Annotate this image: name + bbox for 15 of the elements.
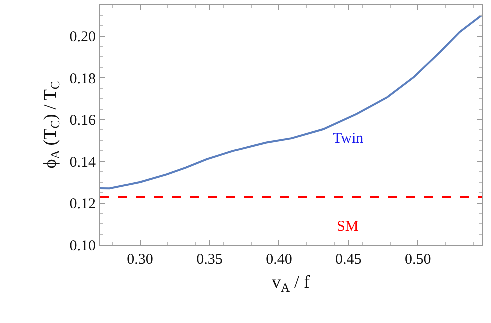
y-tick-label: 0.20 xyxy=(70,30,96,46)
ref-line-label: SM xyxy=(337,219,359,235)
y-tick-label: 0.16 xyxy=(70,113,96,130)
y-tick-label: 0.12 xyxy=(70,196,96,213)
x-tick-label: 0.30 xyxy=(127,252,154,268)
y-tick-label: 0.18 xyxy=(70,71,96,88)
series-label: Twin xyxy=(333,131,364,147)
line-series xyxy=(100,14,482,190)
y-tick-label: 0.14 xyxy=(70,154,96,171)
x-tick-label: 0.45 xyxy=(336,252,362,268)
x-axis-title: v$_{A}$ / f xyxy=(272,272,310,295)
x-tick-label: 0.50 xyxy=(404,252,432,268)
x-tick-label: 0.40 xyxy=(266,252,292,268)
x-tick-label: 0.35 xyxy=(196,252,223,268)
y-tick-label: 0.10 xyxy=(70,238,96,254)
